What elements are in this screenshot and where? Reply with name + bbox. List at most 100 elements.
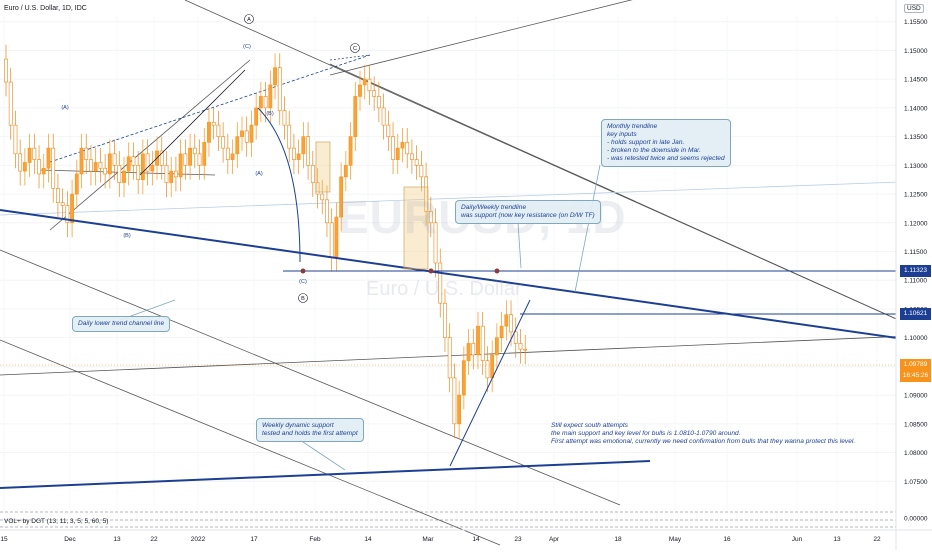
candle-body (18, 153, 23, 172)
channel-line (0, 249, 621, 506)
south-attempts-note[interactable]: Still expect south attempts the main sup… (551, 422, 855, 446)
x-tick-label: 18 (614, 536, 622, 543)
x-tick-label: 22 (150, 536, 158, 543)
note-line: Daily lower trend channel line (78, 320, 165, 327)
candle-body (263, 96, 268, 109)
y-tick-label: 1.13000 (904, 163, 928, 170)
y-tick-label: 1.15500 (904, 19, 928, 26)
candle-body (461, 360, 466, 396)
candle-body (225, 147, 230, 160)
candle-body (320, 193, 325, 201)
candle-body (376, 96, 381, 109)
candle-body (443, 302, 447, 338)
candle-body (27, 147, 32, 163)
callout-pointer (574, 164, 601, 293)
candle-body (117, 165, 122, 183)
candle-body (89, 159, 93, 172)
candle-body (51, 147, 56, 189)
candle-body (145, 153, 150, 172)
note-line: Monthly trendline (607, 123, 658, 130)
rising-wedge-line (449, 299, 531, 467)
price-tag-111323: 1.11323 (900, 265, 931, 277)
candle-body (37, 159, 41, 175)
daily-weekly-trendline (0, 209, 932, 344)
candle-body (367, 78, 372, 91)
wave-label-circle (298, 293, 308, 303)
overlay-drawings: (A) (B) (C) (B) (A) (C) A C B (0, 14, 932, 489)
candle-body (362, 78, 367, 86)
wave-label: (B) (123, 233, 131, 239)
candle-body (221, 136, 226, 149)
x-tick-label: 22 (873, 536, 881, 543)
x-tick-label: May (669, 536, 682, 543)
candle-body (249, 124, 254, 143)
candle-body (325, 199, 329, 224)
pivot-dot (300, 268, 306, 274)
candle-body (339, 176, 344, 218)
candle-body (414, 159, 419, 166)
curve-line (257, 107, 301, 263)
candle-body (523, 348, 528, 351)
currency-button[interactable]: USD (904, 4, 924, 13)
wave-label: (A) (61, 105, 69, 111)
candle-body (480, 325, 485, 361)
candle-body (174, 170, 178, 178)
y-tick-label: 1.12000 (904, 220, 928, 227)
candle-body (447, 337, 452, 379)
candle-body (433, 222, 438, 264)
candle-body (424, 176, 428, 212)
x-tick-label: 17 (250, 536, 258, 543)
candle-body (485, 360, 490, 379)
note-line: key inputs (607, 131, 637, 138)
weekly-dynamic-support-note[interactable]: Weekly dynamic support tested and holds … (256, 418, 364, 442)
channel-line (329, 63, 932, 336)
candle-body (419, 165, 424, 178)
candle-body (103, 167, 108, 175)
candle-body (405, 142, 410, 155)
candle-body (169, 170, 174, 183)
last-price-tag: 1.09789 (900, 359, 931, 371)
y-tick-label: 1.11500 (904, 249, 927, 256)
y-tick-label: 1.13500 (904, 134, 928, 141)
note-line: tested and holds the first attempt (262, 430, 358, 437)
indicator-label[interactable]: VOL+ by DGT (13, 11, 3, 5, 5, 60, 5) (4, 518, 109, 525)
candle-body (400, 142, 405, 149)
indicator-zero-label: 0.00000 (904, 516, 928, 523)
candle-body (230, 153, 235, 160)
note-line: - holds support in late Jan. (607, 139, 685, 146)
candle-body (348, 136, 353, 166)
daily-lower-channel-note[interactable]: Daily lower trend channel line (72, 316, 171, 332)
channel-line (0, 334, 932, 376)
wave-label: B (301, 296, 305, 302)
candle-body (131, 156, 136, 166)
candle-body (188, 147, 192, 166)
candle-body (22, 162, 27, 172)
candle-body (310, 165, 315, 183)
monthly-trendline-note[interactable]: Monthly trendline key inputs - holds sup… (601, 119, 731, 167)
candle-body (490, 354, 495, 379)
candle-body (292, 147, 296, 160)
candle-body (287, 124, 292, 149)
x-tick-label: 16 (723, 536, 731, 543)
y-tick-label: 1.07500 (904, 479, 928, 486)
countdown-tag: 16:45:26 (900, 370, 931, 382)
wave-label: (C) (243, 44, 251, 50)
candle-body (107, 153, 112, 175)
candle-body (329, 222, 334, 258)
highlight-box (315, 141, 331, 193)
candle-body (410, 153, 414, 160)
daily-weekly-trendline-note[interactable]: Daily/Weekly trendline was support (now … (455, 200, 601, 224)
note-line: First attempt was emotional, currently w… (551, 438, 856, 445)
candle-body (499, 325, 504, 338)
candle-body (159, 150, 164, 166)
candle-body (395, 147, 400, 160)
y-tick-label: 1.08500 (904, 421, 928, 428)
candle-body (178, 153, 183, 178)
channel-line (329, 0, 633, 76)
candle-body (457, 394, 462, 425)
candle-body (343, 165, 348, 178)
candle-body (240, 130, 244, 137)
x-tick-label: Dec (64, 536, 76, 543)
channel-line (0, 339, 501, 546)
